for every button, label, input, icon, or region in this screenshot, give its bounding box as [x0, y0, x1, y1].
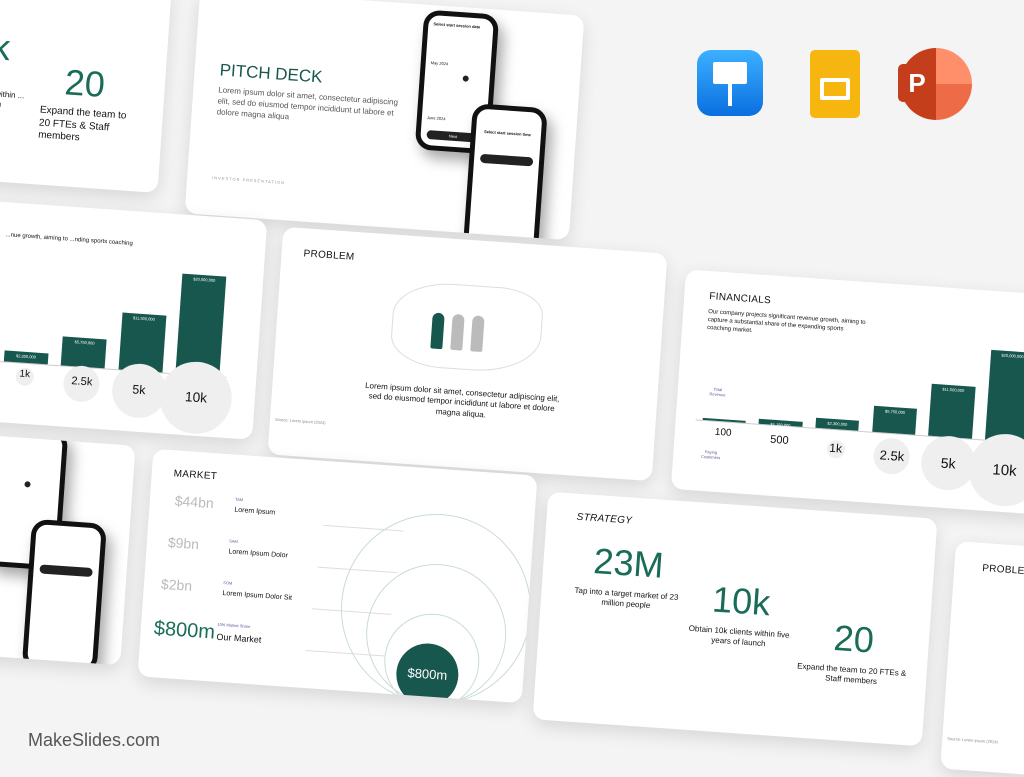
time-slot[interactable] — [479, 153, 534, 167]
problem-body: Lorem ipsum dolor sit amet, consectetur … — [364, 380, 560, 420]
market-value: $800m — [153, 617, 216, 644]
market-name: Our Market — [216, 631, 262, 645]
stat-partial: k — [0, 26, 12, 69]
category-label: 2.5k — [879, 447, 905, 465]
market-value: $9bn — [167, 534, 200, 553]
category-label: 500 — [769, 433, 789, 447]
problem-source: Source: Lorem ipsum (2024) — [274, 416, 326, 426]
slide-strategy-partial[interactable]: k s within ... nch 20 Expand the team to… — [0, 0, 173, 193]
chart-left-bars: $2,300,000 $5,750,000 $11,500,000 $20,000,0… — [0, 262, 234, 378]
caption-partial: s within ... nch — [0, 89, 25, 109]
category-label: 1k — [828, 440, 843, 456]
category-label: 100 — [714, 426, 732, 439]
problem-source: Source: Lorem ipsum (2024) — [947, 735, 999, 745]
slide-problem[interactable]: PROBLEM Lorem ipsum dolor sit amet, cons… — [267, 226, 668, 482]
keynote-icon — [697, 50, 763, 116]
bar: $20,000,000 — [175, 273, 227, 377]
person-icon — [470, 315, 485, 353]
selected-date[interactable] — [24, 481, 31, 488]
bar: $2,300,000 — [815, 417, 860, 431]
stat-caption: Obtain 10k clients within five years of … — [688, 623, 790, 649]
market-name: Lorem Ipsum Dolor Sit — [222, 590, 293, 602]
stat-value: 20 — [832, 616, 876, 661]
person-icon — [430, 312, 445, 350]
market-name: Lorem Ipsum Dolor — [228, 548, 289, 560]
selected-date[interactable] — [462, 75, 469, 82]
stat-value: 23M — [592, 540, 666, 586]
financials-bars: $230,000 $1,150,000 $2,300,000 $5,750,000 $1… — [695, 330, 1024, 445]
caption-20: Expand the team to 20 FTEs & Staff membe… — [37, 104, 127, 144]
stat-20: 20 — [63, 61, 107, 105]
bar: $5,750,000 — [61, 336, 107, 369]
pitch-title: PITCH DECK — [219, 60, 324, 87]
problem-title: PROBLEM — [981, 562, 1024, 578]
financials-title: FINANCIALS — [708, 291, 772, 307]
person-icon — [450, 313, 465, 351]
phone-heading: Select start session date — [433, 21, 481, 30]
powerpoint-icon: P — [898, 48, 972, 120]
phone-time — [21, 518, 107, 666]
market-tag: SAM — [229, 538, 239, 544]
bar: $11,500,000 — [928, 384, 976, 439]
bar: $20,000,000 — [985, 349, 1024, 443]
phone-time: Select start session time — [462, 103, 548, 241]
brand-logo[interactable]: MakeSlides.com — [28, 730, 161, 750]
slide-market[interactable]: MARKET $44bn TAM Lorem Ipsum $9bn SAM Lo… — [137, 448, 538, 704]
phone-heading: Select start session time — [483, 128, 532, 138]
stat-caption: Expand the team to 20 FTEs & Staff membe… — [796, 661, 907, 687]
market-title: MARKET — [173, 468, 218, 483]
month-label: June 2024 — [426, 114, 446, 122]
slide-pitch-deck[interactable]: PITCH DECK Lorem ipsum dolor sit amet, c… — [184, 0, 585, 241]
problem-title: PROBLEM — [303, 248, 355, 263]
google-slides-icon — [810, 50, 860, 118]
market-tag: 10% Market Share — [217, 621, 251, 630]
time-slot[interactable] — [39, 564, 93, 578]
stat-value: 10k — [710, 578, 772, 624]
market-tag: TAM — [234, 496, 244, 503]
category-label: 2.5k — [70, 375, 93, 389]
market-name: Lorem Ipsum — [234, 506, 276, 517]
slide-phones-partial[interactable] — [0, 434, 136, 666]
stat-caption: Tap into a target market of 23 million p… — [574, 585, 679, 611]
chart-left-text: ...nue growth, aiming to ...nding sports… — [5, 232, 133, 248]
slide-financials-partial[interactable]: ...nue growth, aiming to ...nding sports… — [0, 200, 268, 440]
map-illustration — [389, 279, 545, 376]
pitch-footer: INVESTOR PRESENTATION — [212, 175, 286, 186]
market-tag: SOM — [223, 580, 233, 586]
category-label: 1k — [19, 368, 31, 381]
bar: $2,300,000 — [3, 349, 49, 365]
slide-financials[interactable]: FINANCIALS Our company projects signific… — [670, 269, 1024, 515]
market-value: $44bn — [174, 492, 215, 512]
pitch-body: Lorem ipsum dolor sit amet, consectetur … — [216, 85, 399, 121]
bar: $230,000 — [702, 417, 746, 427]
market-value: $2bn — [160, 575, 193, 594]
slide-strategy[interactable]: STRATEGY 23M Tap into a target market of… — [532, 491, 938, 747]
strategy-title: STRATEGY — [576, 511, 633, 527]
bar: $1,150,000 — [758, 418, 803, 428]
month-label: May 2024 — [430, 60, 449, 67]
bar: $5,750,000 — [872, 405, 917, 435]
slide-problem-partial[interactable]: PROBLEM Source: Lorem ipsum (2024) — [940, 541, 1024, 777]
